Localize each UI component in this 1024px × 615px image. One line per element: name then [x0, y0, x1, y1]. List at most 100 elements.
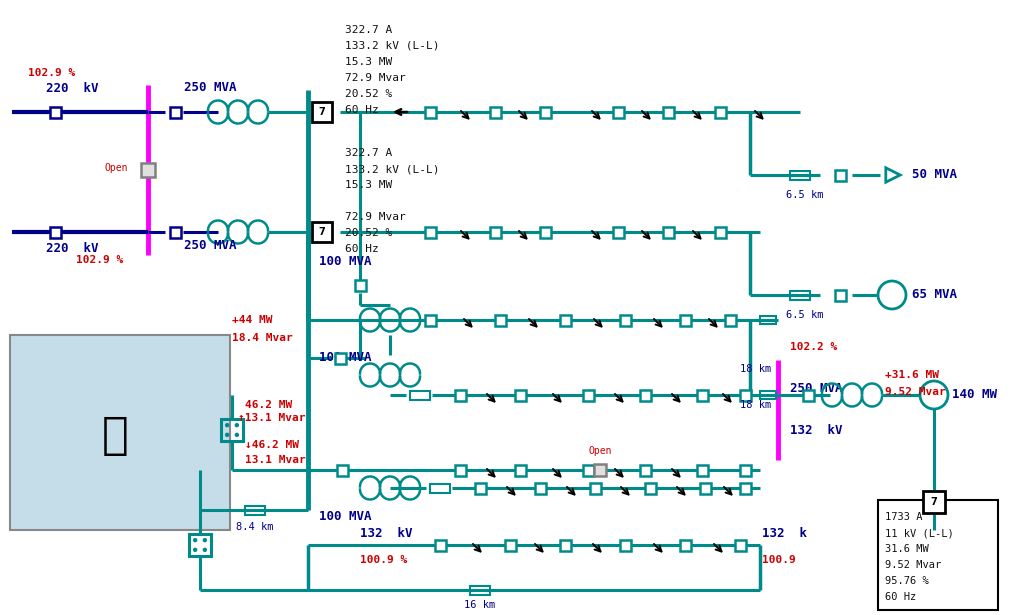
Text: Open: Open: [104, 163, 128, 173]
Text: 100.9: 100.9: [762, 555, 796, 565]
Circle shape: [194, 539, 197, 542]
Bar: [760, 316, 776, 324]
Bar: [583, 389, 594, 400]
Bar: [10, 335, 230, 530]
Bar: [760, 391, 776, 399]
Bar: [790, 290, 810, 300]
Text: 102.2 %: 102.2 %: [790, 342, 838, 352]
Text: 16 km: 16 km: [464, 600, 496, 610]
Bar: [835, 170, 846, 180]
Bar: [696, 464, 708, 475]
Bar: [337, 464, 347, 475]
Bar: [221, 419, 243, 441]
Text: 132  k: 132 k: [762, 527, 807, 540]
Text: Open: Open: [588, 446, 611, 456]
Bar: [470, 585, 490, 595]
Text: 8.4 km: 8.4 km: [237, 522, 273, 532]
Bar: [612, 106, 624, 117]
Bar: [495, 314, 506, 325]
Bar: [489, 106, 501, 117]
Text: 31.6 MW: 31.6 MW: [885, 544, 929, 554]
Bar: [335, 352, 345, 363]
Text: 46.2 MW: 46.2 MW: [245, 400, 292, 410]
Bar: [312, 102, 332, 122]
Text: 15.3 MW: 15.3 MW: [345, 180, 392, 190]
Text: 60 Hz: 60 Hz: [345, 105, 379, 115]
Bar: [535, 483, 546, 493]
Bar: [559, 314, 570, 325]
Circle shape: [204, 539, 207, 542]
Bar: [734, 539, 745, 550]
Text: 102.9 %: 102.9 %: [29, 68, 76, 78]
Text: 95.76 %: 95.76 %: [885, 576, 929, 586]
Text: 132  kV: 132 kV: [790, 424, 843, 437]
Text: 11 kV (L-L): 11 kV (L-L): [885, 528, 953, 538]
Text: 250 MVA: 250 MVA: [183, 239, 237, 252]
Bar: [354, 279, 366, 290]
Text: 🏗: 🏗: [101, 413, 128, 456]
Bar: [640, 464, 650, 475]
Text: 50 MVA: 50 MVA: [912, 169, 957, 181]
Bar: [790, 170, 810, 180]
Text: 20.52 %: 20.52 %: [345, 228, 392, 238]
Bar: [923, 491, 945, 513]
Bar: [49, 106, 60, 117]
Text: ↑13.1 Mvar: ↑13.1 Mvar: [238, 413, 305, 423]
Bar: [425, 226, 435, 237]
Bar: [680, 314, 690, 325]
Text: 1733 A: 1733 A: [885, 512, 923, 522]
Bar: [663, 226, 674, 237]
Text: 100.9 %: 100.9 %: [360, 555, 408, 565]
Bar: [540, 106, 551, 117]
Bar: [680, 539, 690, 550]
Text: 322.7 A: 322.7 A: [345, 25, 392, 35]
Bar: [696, 389, 708, 400]
Bar: [474, 483, 485, 493]
Bar: [594, 464, 606, 476]
Text: 60 Hz: 60 Hz: [345, 244, 379, 254]
Text: 7: 7: [318, 107, 326, 117]
Bar: [583, 464, 594, 475]
Bar: [505, 539, 515, 550]
Bar: [514, 464, 525, 475]
Text: 7: 7: [318, 227, 326, 237]
Bar: [640, 389, 650, 400]
Text: 9.52 Mvar: 9.52 Mvar: [885, 387, 946, 397]
Bar: [245, 506, 265, 515]
Text: 322.7 A: 322.7 A: [345, 148, 392, 158]
Text: 133.2 kV (L-L): 133.2 kV (L-L): [345, 41, 439, 51]
Bar: [540, 226, 551, 237]
Text: 140 MW: 140 MW: [952, 389, 997, 402]
Text: 15.3 MW: 15.3 MW: [345, 57, 392, 67]
Bar: [312, 222, 332, 242]
Bar: [739, 389, 751, 400]
Bar: [620, 539, 631, 550]
Text: 133.2 kV (L-L): 133.2 kV (L-L): [345, 164, 439, 174]
Circle shape: [225, 424, 228, 427]
Text: 20.52 %: 20.52 %: [345, 89, 392, 99]
Bar: [425, 106, 435, 117]
Bar: [663, 106, 674, 117]
Circle shape: [225, 434, 228, 436]
Text: +31.6 MW: +31.6 MW: [885, 370, 939, 380]
Bar: [620, 314, 631, 325]
Text: 102.9 %: 102.9 %: [77, 255, 124, 265]
Text: 65 MVA: 65 MVA: [912, 288, 957, 301]
Bar: [725, 314, 735, 325]
Bar: [489, 226, 501, 237]
Text: +44 MW: +44 MW: [232, 315, 272, 325]
Bar: [559, 539, 570, 550]
Bar: [612, 226, 624, 237]
Text: 7: 7: [931, 497, 937, 507]
Bar: [803, 389, 813, 400]
Text: 100 MVA: 100 MVA: [318, 510, 372, 523]
Circle shape: [236, 424, 239, 427]
Text: 18 km: 18 km: [740, 400, 772, 410]
Bar: [430, 483, 450, 493]
Text: 250 MVA: 250 MVA: [790, 381, 843, 394]
Text: 60 Hz: 60 Hz: [885, 592, 916, 602]
Text: 72.9 Mvar: 72.9 Mvar: [345, 73, 406, 83]
Bar: [425, 314, 435, 325]
Bar: [590, 483, 600, 493]
Text: 250 MVA: 250 MVA: [183, 81, 237, 94]
